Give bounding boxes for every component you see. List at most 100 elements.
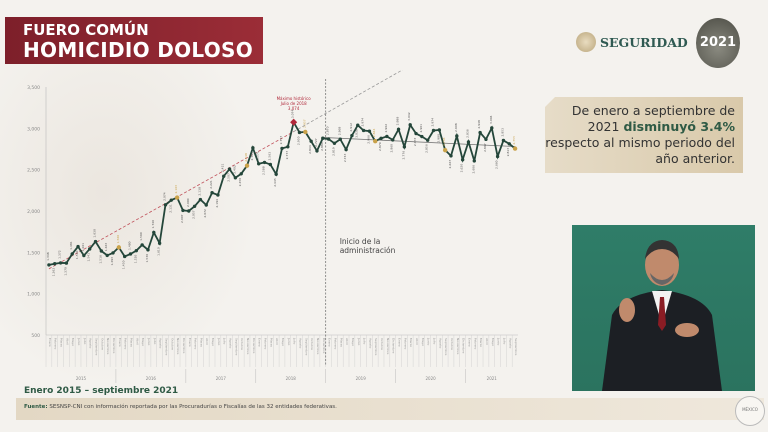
data-point (379, 136, 383, 141)
data-label: 1,481 (69, 241, 73, 250)
data-point (134, 248, 139, 253)
month-label: Febrero (403, 338, 407, 349)
data-point (425, 138, 430, 142)
data-point (204, 203, 208, 207)
data-label: 2,870 (326, 126, 330, 135)
month-label: Diciembre (392, 338, 396, 353)
data-label: 1,610 (157, 247, 161, 256)
month-label: Julio (153, 337, 157, 344)
data-point (152, 230, 156, 235)
note-pre: De enero a septiembre de 2021 (571, 103, 735, 134)
month-label: Diciembre (322, 338, 326, 353)
y-tick-label: 3,500 (27, 85, 40, 91)
data-label: 1,530 (145, 254, 149, 263)
month-label: Mayo (421, 338, 425, 346)
data-label: 2,902 (384, 124, 388, 133)
data-label: 2,074 (162, 192, 166, 201)
data-label: 2,606 (471, 165, 475, 174)
data-point (507, 142, 511, 146)
interpreter-figure (602, 240, 722, 391)
data-label: 2,000 (186, 198, 190, 207)
data-point (146, 248, 150, 252)
data-label: 2,131 (168, 204, 172, 213)
logo-2021: 2021 (696, 18, 740, 68)
month-label: Enero (398, 338, 402, 347)
month-label: Diciembre (182, 338, 186, 353)
month-label: Noviembre (456, 338, 460, 355)
data-label: 1,560 (116, 235, 120, 244)
month-label: Mayo (211, 338, 215, 346)
month-label: Marzo (199, 338, 203, 347)
y-tick-label: 3,000 (27, 126, 40, 132)
data-point (163, 203, 168, 207)
data-point (216, 193, 220, 197)
month-label: Marzo (269, 338, 273, 347)
data-point (420, 134, 424, 139)
data-label: 2,445 (273, 178, 277, 187)
data-point (169, 198, 173, 202)
month-label: Agosto (508, 338, 512, 349)
data-label: 2,957 (302, 119, 306, 128)
data-point (484, 137, 488, 142)
summary-note: De enero a septiembre de 2021 disminuyó … (545, 97, 743, 173)
month-label: Mayo (491, 338, 495, 346)
data-point (64, 261, 69, 265)
data-label: 2,450 (238, 178, 242, 187)
data-label: 1,370 (63, 267, 67, 276)
month-label: Enero (188, 338, 192, 347)
month-label: Agosto (438, 338, 442, 349)
data-label: 1,541 (87, 253, 91, 262)
month-label: Julio (433, 337, 437, 344)
source-bar: Fuente: SESNSP-CNI con información repor… (16, 398, 764, 420)
data-point (396, 127, 401, 132)
data-label: 2,620 (460, 164, 464, 173)
month-label: Noviembre (316, 338, 320, 355)
mexico-seal-icon (576, 32, 596, 52)
month-label: Enero (258, 338, 262, 347)
data-label: 2,880 (320, 142, 324, 151)
data-label: 3,004 (489, 115, 493, 124)
data-point (309, 139, 313, 143)
data-label: 1,461 (81, 243, 85, 252)
data-label: 1,493 (110, 257, 114, 266)
month-label: Octubre (240, 338, 244, 350)
data-point (222, 174, 226, 178)
month-label: Junio (217, 337, 221, 346)
data-point (326, 137, 331, 141)
data-point (53, 262, 57, 266)
data-point (116, 245, 122, 250)
data-label: 2,844 (372, 129, 376, 138)
month-label: Agosto (159, 338, 163, 349)
data-point (88, 247, 92, 251)
data-point (321, 136, 325, 140)
data-point (256, 162, 261, 166)
data-label: 1,516 (98, 255, 102, 264)
data-label: 3,042 (407, 112, 411, 121)
data-label: 2,138 (197, 187, 201, 196)
data-label: 2,950 (296, 136, 300, 145)
month-label: Septiembre (444, 338, 448, 356)
data-label: 1,463 (104, 243, 108, 252)
data-point (356, 123, 360, 127)
month-label: Marzo (60, 338, 64, 347)
data-point (414, 131, 418, 136)
data-label: 2,548 (244, 153, 248, 162)
data-point (490, 126, 494, 130)
month-label: Noviembre (386, 338, 390, 355)
trend-projection (293, 70, 404, 132)
year-label: 2017 (216, 376, 227, 381)
data-point (93, 239, 98, 244)
data-label: 2,727 (314, 138, 318, 147)
data-label: 2,844 (308, 145, 312, 154)
data-label: 2,421 (221, 164, 225, 173)
data-point (455, 134, 459, 138)
data-label: 2,856 (425, 144, 429, 153)
month-label: Septiembre (304, 338, 308, 356)
data-point (210, 191, 214, 195)
data-label: 1,348 (46, 252, 50, 261)
data-label: 2,948 (477, 120, 481, 129)
month-label: Junio (427, 337, 431, 346)
data-point (262, 160, 267, 165)
data-point (402, 145, 407, 149)
